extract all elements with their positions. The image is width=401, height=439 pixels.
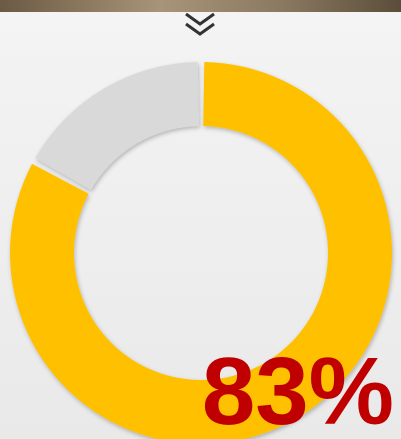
scroll-chevron [185,12,215,36]
value-label: 83% [202,338,394,439]
donut-segment [35,62,199,190]
photo-strip [0,0,401,12]
donut [10,62,392,439]
donut-segment [10,62,392,439]
